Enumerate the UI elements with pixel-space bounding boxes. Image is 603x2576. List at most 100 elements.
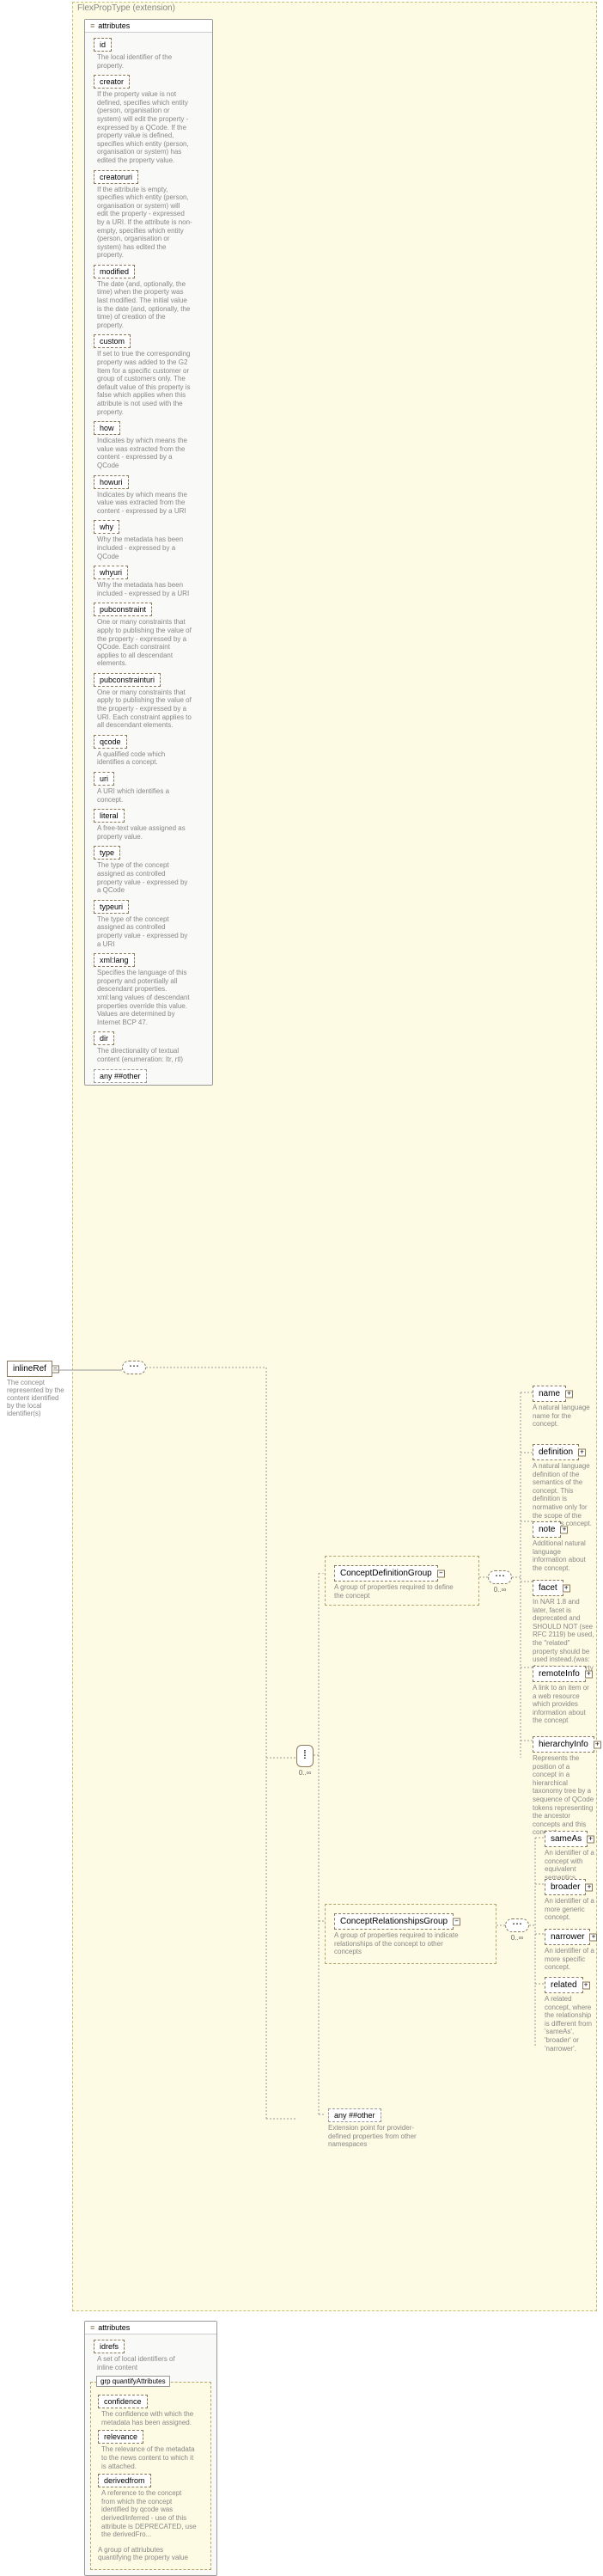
bottom-attributes-container: attributes idrefs A set of local identif… (84, 2321, 217, 2576)
attr-label: idrefs (100, 2342, 119, 2351)
attr-relevance[interactable]: relevance (98, 2430, 143, 2444)
attr-desc: If the property value is not defined, sp… (94, 89, 192, 164)
attr-howuri[interactable]: howuri (94, 475, 129, 489)
attr-desc: The type of the concept assigned as cont… (94, 914, 192, 948)
attr-item: howuriIndicates by which means the value… (94, 475, 204, 516)
expander-icon[interactable]: − (52, 1365, 59, 1373)
expander-icon[interactable]: − (437, 1569, 445, 1577)
any-attr-item: any ##other (94, 1069, 204, 1083)
attr-dir[interactable]: dir (94, 1031, 114, 1045)
main-attrs-list: idThe local identifier of the property. c… (85, 38, 212, 1064)
expander-icon[interactable]: + (585, 1883, 593, 1891)
any-element-label: any ##other (328, 2108, 381, 2122)
attr-whyuri[interactable]: whyuri (94, 566, 128, 579)
group-label: ConceptDefinitionGroup (340, 1569, 432, 1578)
attr-creatoruri[interactable]: creatoruri (94, 170, 138, 184)
element-remoteinfo[interactable]: remoteInfo+ (533, 1666, 586, 1682)
attr-item: literalA free-text value assigned as pro… (94, 809, 204, 841)
attr-desc: The directionality of textual content (e… (94, 1045, 192, 1063)
element-sameas[interactable]: sameAs+ (545, 1831, 588, 1847)
attr-qcode[interactable]: qcode (94, 735, 127, 749)
expander-icon[interactable]: + (589, 1933, 597, 1941)
expander-icon[interactable]: + (560, 1526, 568, 1533)
attr-typeuri[interactable]: typeuri (94, 900, 129, 914)
element-desc: An identifier of a more generic concept. (545, 1897, 596, 1922)
element-broader[interactable]: broader+ (545, 1879, 586, 1895)
group-box[interactable]: ConceptRelationshipsGroup − (334, 1913, 454, 1930)
attr-desc: Why the metadata has been included - exp… (94, 534, 192, 560)
main-sequence (122, 1361, 146, 1376)
attr-item: qcodeA qualified code which identifies a… (94, 735, 204, 767)
attributes-header: attributes (85, 2322, 216, 2334)
expander-icon[interactable]: + (565, 1390, 573, 1398)
concept-relationships-group: ConceptRelationshipsGroup − A group of p… (325, 1904, 496, 1964)
attr-item: typeThe type of the concept assigned as … (94, 846, 204, 894)
cardinality: 0..∞ (488, 1586, 512, 1594)
attr-desc: Indicates by which means the value was e… (94, 435, 192, 469)
inlineref-element[interactable]: inlineRef − (7, 1361, 52, 1377)
attr-item: idThe local identifier of the property. (94, 38, 204, 70)
any-element: any ##other Extension point for provider… (328, 2108, 423, 2149)
any-element-desc: Extension point for provider-defined pro… (328, 2124, 423, 2149)
element-item: note+Additional natural language informa… (533, 1521, 594, 1572)
expander-icon[interactable]: + (582, 1981, 590, 1989)
element-definition[interactable]: definition+ (533, 1444, 579, 1460)
attr-modified[interactable]: modified (94, 265, 135, 278)
group-box[interactable]: ConceptDefinitionGroup − (334, 1565, 438, 1582)
attr-desc: If set to true the corresponding propert… (94, 348, 192, 416)
group-desc: A group of properties required to indica… (326, 1930, 480, 1958)
attr-creator[interactable]: creator (94, 75, 130, 89)
attr-custom[interactable]: custom (94, 334, 131, 348)
attr-uri[interactable]: uri (94, 772, 114, 786)
choice-compositor: 0..∞ (296, 1745, 314, 1777)
attr-derivedfrom[interactable]: derivedfrom (98, 2474, 151, 2487)
element-hierarchyinfo[interactable]: hierarchyInfo+ (533, 1736, 594, 1753)
attr-why[interactable]: why (94, 520, 119, 534)
any-attribute: any ##other (94, 1069, 147, 1083)
element-item: hierarchyInfo+Represents the position of… (533, 1736, 594, 1837)
attr-how[interactable]: how (94, 421, 120, 435)
attr-item: whyuriWhy the metadata has been included… (94, 566, 204, 597)
idrefs-attr[interactable]: idrefs (94, 2340, 125, 2353)
expander-icon[interactable]: + (585, 1670, 593, 1678)
root-description: The concept represented by the content i… (7, 1379, 67, 1417)
attr-item: pubconstrainturiOne or many constraints … (94, 673, 204, 730)
expander-icon[interactable]: + (594, 1741, 601, 1748)
attr-desc: A reference to the concept from which th… (98, 2487, 197, 2539)
attr-type[interactable]: type (94, 846, 120, 860)
attr-desc: Why the metadata has been included - exp… (94, 579, 192, 597)
attr-pubconstraint[interactable]: pubconstraint (94, 603, 152, 616)
attr-item: xml:langSpecifies the language of this p… (94, 953, 204, 1026)
element-related[interactable]: related+ (545, 1977, 583, 1993)
attr-xml:lang[interactable]: xml:lang (94, 953, 135, 967)
element-note[interactable]: note+ (533, 1521, 561, 1538)
attr-desc: Specifies the language of this property … (94, 967, 192, 1026)
attr-item: customIf set to true the corresponding p… (94, 334, 204, 416)
element-desc: Represents the position of a concept in … (533, 1754, 594, 1837)
element-label: inlineRef (13, 1364, 46, 1374)
attr-confidence[interactable]: confidence (98, 2395, 148, 2408)
expander-icon[interactable]: − (453, 1918, 460, 1925)
expander-icon[interactable]: + (563, 1584, 570, 1592)
attr-item: derivedfromA reference to the concept fr… (98, 2474, 204, 2539)
attr-id[interactable]: id (94, 38, 112, 52)
main-attributes-container: attributes idThe local identifier of the… (84, 19, 213, 1086)
type-label: FlexPropType (extension) (77, 3, 175, 13)
concept-definition-group: ConceptDefinitionGroup − A group of prop… (325, 1556, 479, 1606)
attr-item: uriA URI which identifies a concept. (94, 772, 204, 804)
element-desc: A natural language definition of the sem… (533, 1462, 594, 1528)
attr-literal[interactable]: literal (94, 809, 125, 823)
expander-icon[interactable]: + (578, 1448, 586, 1456)
element-facet[interactable]: facet+ (533, 1580, 563, 1596)
quantify-attributes-group: grp quantifyAttributes confidenceThe con… (90, 2382, 211, 2570)
expander-icon[interactable]: + (587, 1835, 594, 1843)
attr-item: idrefs A set of local identifiers of inl… (94, 2340, 208, 2371)
attr-desc: If the attribute is empty, specifies whi… (94, 184, 192, 260)
attr-item: pubconstraintOne or many constraints tha… (94, 603, 204, 668)
group-title: grp quantifyAttributes (96, 2376, 170, 2387)
attr-pubconstrainturi[interactable]: pubconstrainturi (94, 673, 161, 687)
element-narrower[interactable]: narrower+ (545, 1929, 590, 1945)
attr-desc: One or many constraints that apply to pu… (94, 687, 192, 730)
attr-item: creatoruriIf the attribute is empty, spe… (94, 170, 204, 260)
element-name[interactable]: name+ (533, 1386, 566, 1402)
